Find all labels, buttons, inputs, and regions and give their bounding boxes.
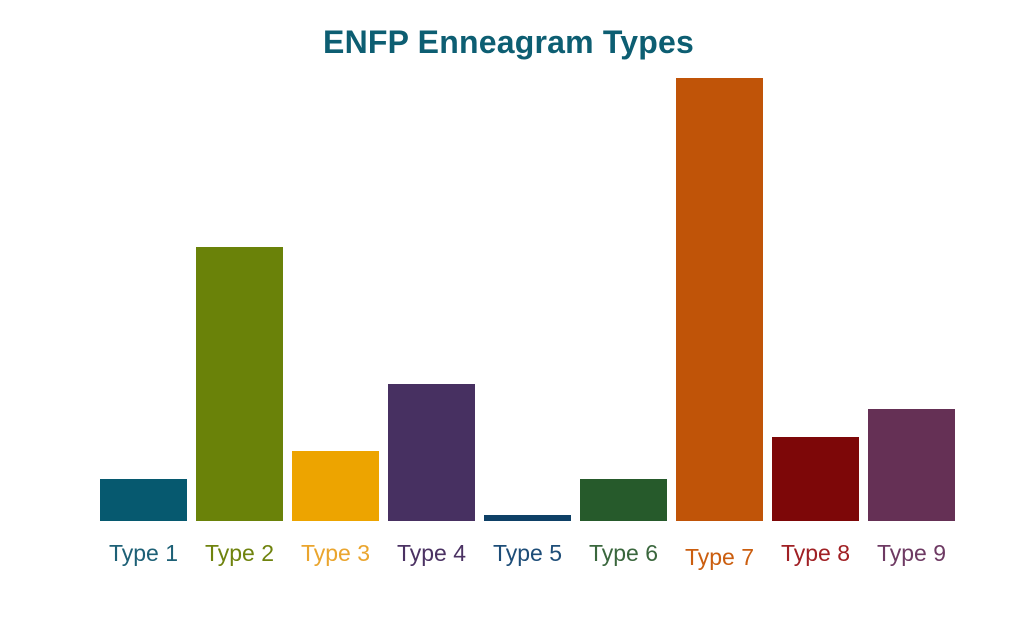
bar-column-1 — [100, 78, 187, 521]
chart-title: ENFP Enneagram Types — [323, 24, 694, 60]
bar-plot — [100, 78, 955, 521]
bar-type-6 — [580, 478, 667, 521]
bar-column-8 — [772, 78, 859, 521]
x-axis-label-type-1: Type 1 — [108, 540, 179, 566]
bar-column-9 — [868, 78, 955, 521]
bar-column-3 — [292, 78, 379, 521]
bar-type-1 — [100, 478, 187, 521]
bar-type-3 — [292, 450, 379, 521]
x-axis-label-type-7: Type 7 — [684, 544, 755, 570]
x-axis-label-type-5: Type 5 — [492, 540, 563, 566]
bar-column-5 — [484, 78, 571, 521]
bar-type-5 — [484, 514, 571, 521]
bar-column-6 — [580, 78, 667, 521]
x-axis-label-type-8: Type 8 — [780, 540, 851, 566]
bar-type-2 — [196, 246, 283, 521]
bar-type-9 — [868, 409, 955, 521]
bar-type-8 — [772, 437, 859, 521]
bar-column-7 — [676, 78, 763, 521]
bar-column-4 — [388, 78, 475, 521]
x-axis-label-type-3: Type 3 — [300, 540, 371, 566]
x-axis-label-type-9: Type 9 — [876, 540, 947, 566]
bar-column-2 — [196, 78, 283, 521]
x-axis-label-type-2: Type 2 — [204, 540, 275, 566]
x-axis-labels: Type 1 Type 2 Type 3 Type 4 Type 5 Type 6 Type… — [100, 540, 955, 570]
x-axis-label-type-6: Type 6 — [588, 540, 659, 566]
bar-type-4 — [388, 383, 475, 521]
bar-type-7 — [676, 78, 763, 521]
x-axis-label-type-4: Type 4 — [396, 540, 467, 566]
